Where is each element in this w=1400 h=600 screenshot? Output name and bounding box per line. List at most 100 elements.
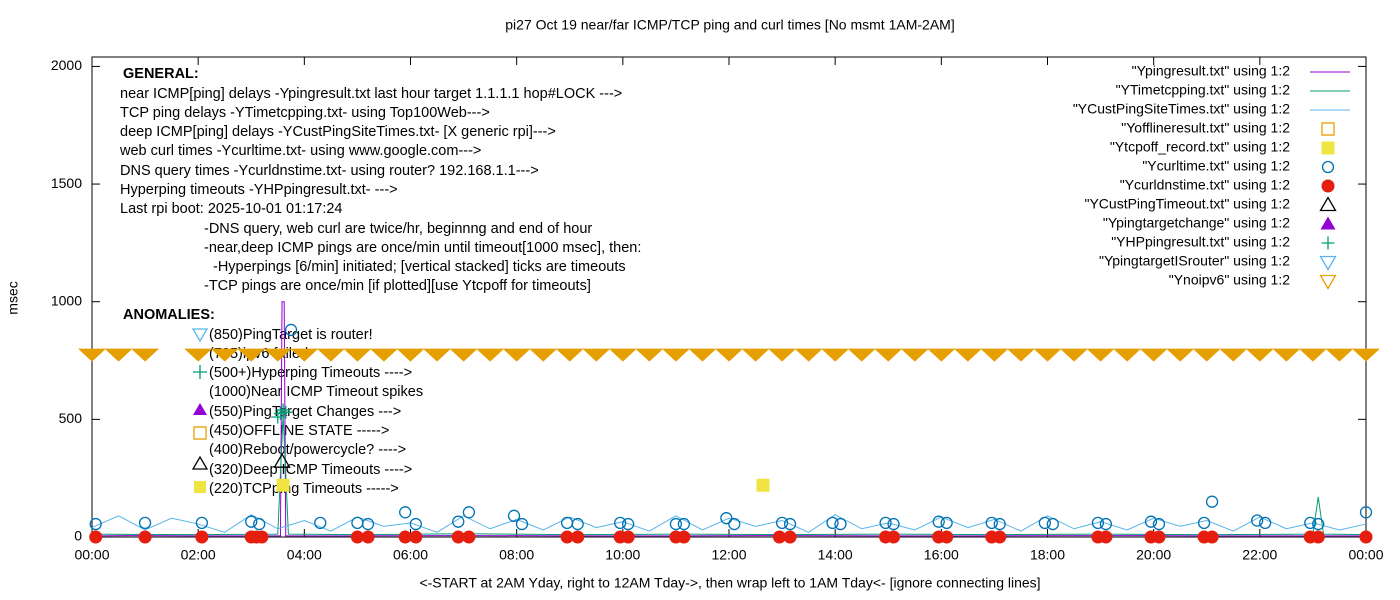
triangle-marker (821, 348, 850, 362)
annotation: -Hyperpings [6/min] initiated; [vertical… (213, 259, 626, 275)
circle-marker (993, 517, 1006, 531)
circle-marker (1091, 516, 1105, 530)
circle-marker (89, 517, 102, 531)
circle-marker (314, 516, 327, 530)
triangle-marker (184, 348, 213, 362)
circle-marker (783, 517, 797, 531)
circle-marker (834, 517, 847, 531)
x-tick-label: 04:00 (287, 547, 322, 563)
triangle-marker (273, 452, 291, 468)
circle-marker (560, 516, 574, 530)
triangle-marker (635, 348, 664, 362)
legend-label: "YCustPingTimeout.txt" using 1:2 (1084, 196, 1290, 212)
triangle-marker (688, 348, 717, 362)
series-line (91, 514, 1367, 533)
triangle-marker (582, 348, 611, 362)
triangle-marker (1086, 348, 1115, 362)
circle-marker (284, 323, 298, 337)
annotation: (320)Deep ICMP Timeouts ----> (209, 462, 412, 478)
circle-marker (361, 530, 375, 544)
triangle-marker (1320, 216, 1336, 230)
triangle-marker (78, 348, 106, 362)
circle-marker (255, 530, 269, 544)
x-tick-label: 00:00 (1348, 547, 1383, 563)
circle-marker (571, 517, 584, 531)
legend-label: "Ytcpoff_record.txt" using 1:2 (1110, 139, 1290, 155)
triangle-marker (715, 348, 743, 362)
legend-label: "Ynoipv6" using 1:2 (1169, 272, 1290, 288)
triangle-marker (1006, 348, 1035, 362)
circle-marker (1038, 516, 1051, 530)
circle-marker (138, 516, 152, 530)
triangle-marker (1319, 274, 1337, 290)
x-tick-label: 16:00 (924, 547, 959, 563)
circle-marker (1197, 516, 1211, 530)
annotation-symbol (191, 455, 209, 470)
annotation: near ICMP[ping] delays -Ypingresult.txt … (120, 86, 622, 102)
triangle-marker (476, 348, 505, 362)
circle-marker (1046, 517, 1059, 531)
circle-marker (669, 517, 683, 531)
square-marker (1321, 122, 1335, 136)
triangle-marker (1033, 348, 1062, 362)
x-tick-label: 06:00 (393, 547, 428, 563)
x-tick-label: 08:00 (499, 547, 534, 563)
circle-marker (826, 516, 839, 530)
legend-label: "Ycurltime.txt" using 1:2 (1142, 158, 1290, 174)
circle-marker (772, 530, 786, 544)
circle-marker (462, 530, 476, 544)
circle-marker (1304, 516, 1317, 530)
circle-marker (1359, 506, 1373, 519)
circle-marker (1152, 517, 1166, 531)
x-tick-label: 20:00 (1136, 547, 1171, 563)
circle-marker (1359, 530, 1373, 544)
triangle-marker (1272, 348, 1301, 362)
triangle-marker (741, 348, 770, 362)
x-tick-label: 14:00 (818, 547, 853, 563)
legend-label: "YHPpingresult.txt" using 1:2 (1111, 234, 1290, 250)
triangle-marker (237, 348, 266, 362)
x-tick-label: 00:00 (74, 547, 109, 563)
triangle-marker (502, 348, 531, 362)
triangle-marker (1219, 348, 1248, 362)
circle-marker (720, 512, 733, 525)
plus-marker (1321, 236, 1335, 250)
y-tick-label: 2000 (51, 57, 82, 73)
plus-marker (279, 405, 293, 419)
circle-marker (1258, 516, 1272, 530)
annotations: GENERAL: near ICMP[ping] delays -Ypingre… (119, 66, 641, 497)
annotation: (450)OFFLINE STATE -----> (209, 423, 389, 439)
triangle-marker (953, 348, 982, 362)
triangle-marker (847, 348, 876, 362)
triangle-marker (449, 348, 478, 362)
triangle-marker (1245, 348, 1274, 362)
circle-marker (887, 517, 900, 531)
circle-marker (560, 530, 574, 544)
annotation: (400)Reboot/powercycle? ----> (209, 442, 406, 458)
circle-marker (1311, 530, 1325, 544)
triangle-marker (1319, 196, 1337, 212)
legend-label: "YTimetcpping.txt" using 1:2 (1116, 82, 1291, 98)
triangle-marker (343, 348, 372, 362)
circle-marker (253, 517, 266, 531)
square-marker (1321, 141, 1335, 155)
circle-marker (361, 517, 375, 531)
plus-marker (276, 403, 290, 417)
triangle-marker (1192, 348, 1221, 362)
legend-label: "Ypingresult.txt" using 1:2 (1132, 63, 1291, 79)
circle-marker (1144, 515, 1158, 528)
circle-marker (783, 530, 797, 544)
triangle-marker (1060, 348, 1089, 362)
triangle-marker (1139, 348, 1168, 362)
circle-marker (1205, 530, 1219, 544)
circle-marker (1321, 179, 1335, 193)
circle-marker (399, 506, 412, 519)
circle-marker (452, 515, 465, 528)
circle-marker (138, 530, 152, 544)
y-tick-label: 1000 (51, 292, 82, 308)
annotation: (220)TCPping Timeouts -----> (209, 481, 399, 497)
circle-marker (398, 530, 412, 544)
circle-marker (89, 530, 103, 544)
circle-marker (621, 530, 635, 544)
annotation: web curl times -Ycurltime.txt- using www… (119, 143, 481, 159)
